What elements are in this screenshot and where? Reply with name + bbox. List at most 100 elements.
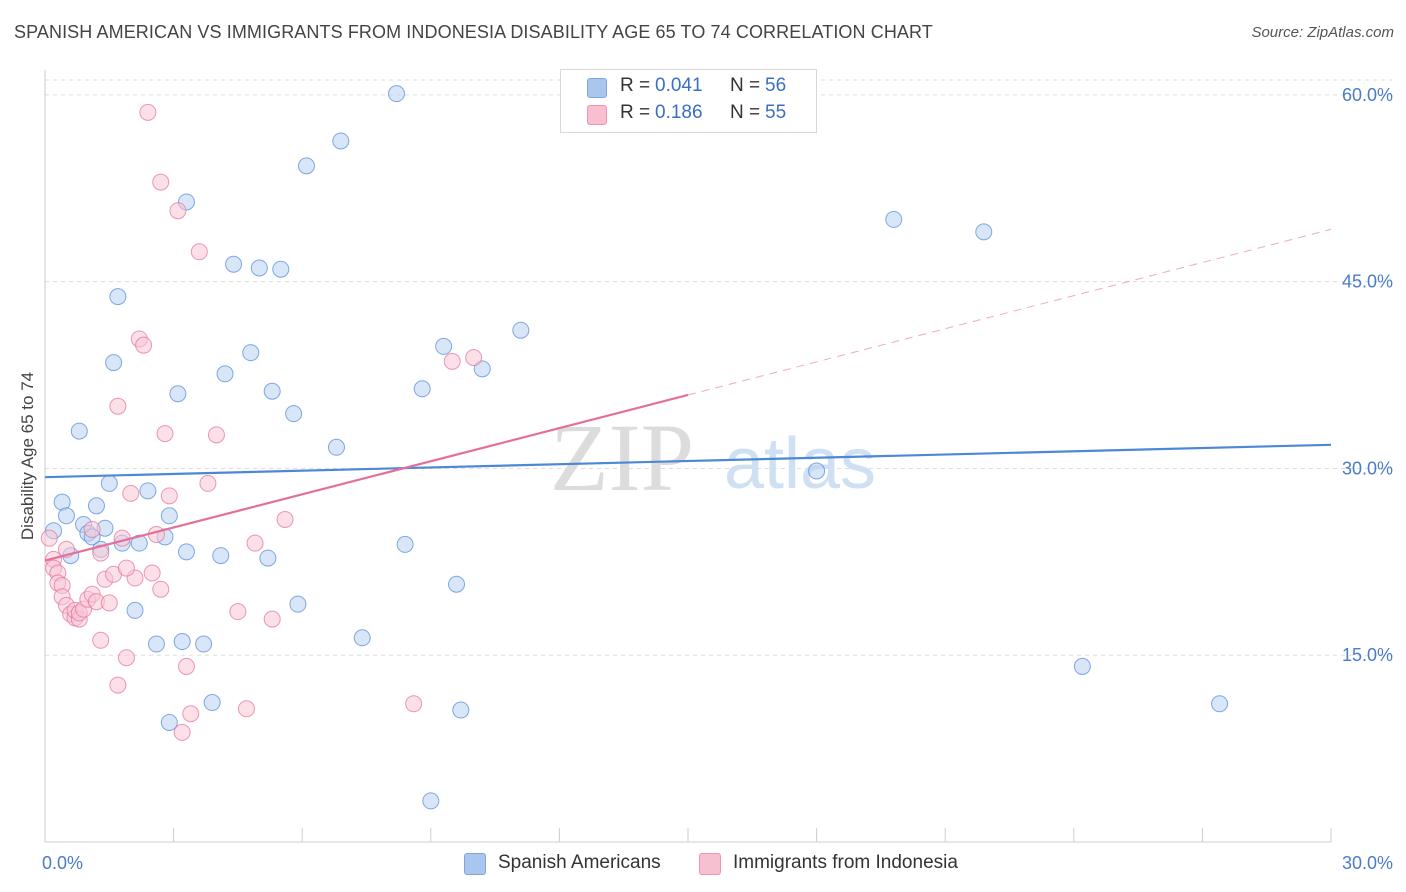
watermark: ZIP atlas (550, 404, 876, 511)
legend-label: Immigrants from Indonesia (733, 852, 958, 873)
point-spanish-americans (105, 354, 123, 372)
point-spanish-americans (327, 438, 345, 456)
point-spanish-americans (109, 288, 127, 306)
legend-swatch-pink (699, 853, 721, 875)
point-spanish-americans (512, 321, 530, 339)
point-immigrants-indonesia (207, 426, 225, 444)
point-spanish-americans (100, 474, 118, 492)
point-immigrants-indonesia (143, 564, 161, 582)
legend-n-value: 55 (765, 102, 787, 123)
point-spanish-americans (448, 575, 466, 593)
watermark-atlas: atlas (724, 424, 876, 504)
source-label: Source: ZipAtlas.com (1251, 24, 1394, 41)
point-spanish-americans (139, 482, 157, 500)
point-immigrants-indonesia (92, 631, 110, 649)
point-spanish-americans (177, 543, 195, 561)
point-spanish-americans (147, 635, 165, 653)
point-spanish-americans (885, 210, 903, 228)
point-spanish-americans (473, 360, 491, 378)
y-tick-label: 30.0% (1342, 458, 1393, 478)
stats-legend: R = 0.041 N = 56 R = 0.186 N = 55 (560, 69, 817, 133)
legend-r-value: 0.186 (655, 102, 703, 123)
point-immigrants-indonesia (229, 603, 247, 621)
legend-r-value: 0.041 (655, 75, 703, 96)
trend-layer (44, 228, 1332, 562)
point-immigrants-indonesia (169, 202, 187, 220)
point-spanish-americans (808, 462, 826, 480)
point-spanish-americans (263, 382, 281, 400)
point-spanish-americans (126, 601, 144, 619)
legend-label: Spanish Americans (498, 852, 661, 873)
point-spanish-americans (195, 635, 213, 653)
point-spanish-americans (975, 223, 993, 241)
point-immigrants-indonesia (100, 594, 118, 612)
point-spanish-americans (332, 132, 350, 150)
point-spanish-americans (225, 255, 243, 273)
point-immigrants-indonesia (109, 676, 127, 694)
y-axis-title: Disability Age 65 to 74 (18, 372, 37, 540)
legend-n-label: N = (730, 75, 761, 96)
point-immigrants-indonesia (173, 723, 191, 741)
y-tick-label: 45.0% (1342, 272, 1393, 292)
point-immigrants-indonesia (182, 705, 200, 723)
point-spanish-americans (259, 549, 277, 567)
point-spanish-americans (396, 535, 414, 553)
y-tick-label: 60.0% (1342, 85, 1393, 105)
point-immigrants-indonesia (117, 649, 135, 667)
points-layer (40, 85, 1229, 810)
point-spanish-americans (285, 405, 303, 423)
point-spanish-americans (388, 85, 406, 103)
y-tick-label: 15.0% (1342, 645, 1393, 665)
chart-title: SPANISH AMERICAN VS IMMIGRANTS FROM INDO… (14, 22, 933, 42)
point-immigrants-indonesia (263, 610, 281, 628)
legend-n-value: 56 (765, 75, 787, 96)
point-immigrants-indonesia (199, 474, 217, 492)
point-immigrants-indonesia (122, 484, 140, 502)
point-immigrants-indonesia (190, 243, 208, 261)
point-spanish-americans (435, 337, 453, 355)
point-immigrants-indonesia (246, 534, 264, 552)
point-spanish-americans (250, 259, 268, 277)
label-layer: 15.0% 30.0% 45.0% 60.0% 0.0% 30.0% (42, 85, 1393, 873)
trend-line-immigrants-indonesia (44, 393, 689, 562)
point-spanish-americans (272, 260, 290, 278)
point-immigrants-indonesia (443, 352, 461, 370)
point-spanish-americans (173, 633, 191, 651)
point-immigrants-indonesia (135, 336, 153, 354)
point-spanish-americans (452, 701, 470, 719)
point-spanish-americans (57, 507, 75, 525)
point-immigrants-indonesia (117, 559, 135, 577)
trend-line-spanish-americans (44, 443, 1332, 479)
point-immigrants-indonesia (160, 487, 178, 505)
point-immigrants-indonesia (465, 349, 483, 367)
point-spanish-americans (169, 385, 187, 403)
point-immigrants-indonesia (152, 173, 170, 191)
point-immigrants-indonesia (177, 657, 195, 675)
point-spanish-americans (212, 547, 230, 565)
point-immigrants-indonesia (40, 529, 58, 547)
legend-r-label: R = (620, 75, 651, 96)
x-tick-label-max: 30.0% (1342, 853, 1393, 873)
grid-layer (45, 79, 1392, 656)
watermark-zip: ZIP (550, 404, 694, 511)
legend-swatch-blue (464, 853, 486, 875)
point-spanish-americans (70, 422, 88, 440)
point-immigrants-indonesia (139, 103, 157, 121)
axis-layer (44, 70, 1332, 843)
legend-r-label: R = (620, 102, 651, 123)
point-spanish-americans (289, 595, 307, 613)
point-spanish-americans (353, 629, 371, 647)
point-spanish-americans (1211, 695, 1229, 713)
trend-extension-immigrants-indonesia (687, 228, 1332, 396)
point-spanish-americans (1073, 657, 1091, 675)
point-spanish-americans (242, 344, 260, 362)
point-spanish-americans (422, 792, 440, 810)
point-immigrants-indonesia (109, 397, 127, 415)
x-tick-label-min: 0.0% (42, 853, 83, 873)
point-immigrants-indonesia (237, 700, 255, 718)
point-immigrants-indonesia (152, 580, 170, 598)
point-spanish-americans (160, 713, 178, 731)
point-spanish-americans (160, 507, 178, 525)
legend-swatch-pink (587, 105, 607, 125)
